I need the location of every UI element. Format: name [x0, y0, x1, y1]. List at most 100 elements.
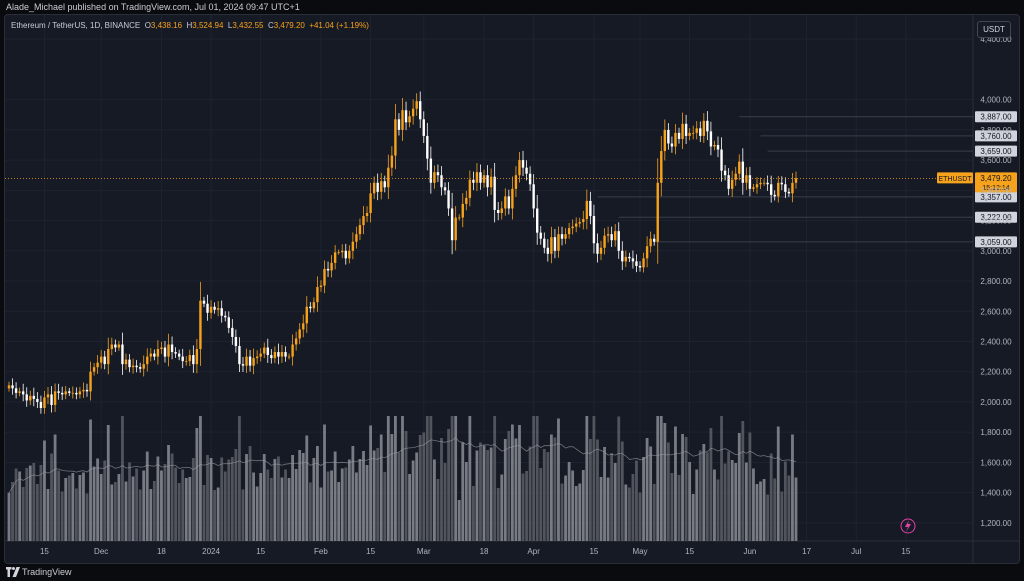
volume-bar: [163, 464, 167, 541]
candle-body: [298, 329, 301, 339]
price-tag-countdown: 15:12:14: [982, 185, 1009, 192]
candle-body: [167, 344, 170, 357]
volume-bar: [564, 475, 567, 541]
candle-body: [404, 110, 408, 123]
x-tick-label: 15: [40, 547, 49, 556]
candle-body: [224, 315, 227, 318]
candle-body: [787, 191, 791, 194]
volume-bar: [734, 463, 738, 541]
volume-bar: [110, 484, 114, 541]
candle-body: [709, 131, 713, 147]
candle-body: [174, 352, 177, 354]
volume-bar: [737, 433, 741, 541]
volume-bar: [128, 462, 131, 541]
candle-body: [362, 216, 365, 226]
candle-body: [660, 151, 663, 183]
candle-body: [557, 234, 560, 251]
candle-body: [135, 365, 138, 368]
candle-body: [75, 392, 78, 395]
candle-body: [156, 349, 160, 357]
candle-body: [138, 367, 142, 369]
candle-body: [220, 308, 223, 316]
candle-body: [36, 398, 39, 402]
legend-symbol: Ethereum / TetherUS, 1D, BINANCE: [11, 21, 141, 30]
price-chart[interactable]: 3,887.00 3,760.00 3,659.00 3,357.00 3,222.00…: [5, 15, 1019, 563]
volume-bar: [716, 479, 720, 541]
volume-bar: [659, 416, 663, 541]
candle-body: [592, 216, 596, 244]
volume-bar: [606, 477, 610, 541]
candle-body: [564, 234, 567, 239]
candle-body: [170, 344, 174, 353]
level-label: 3,059.00: [980, 238, 1012, 247]
volume-bar: [436, 479, 440, 541]
candle-body: [560, 234, 564, 239]
volume-bar: [752, 468, 755, 541]
volume-bar: [96, 458, 100, 541]
volume-bar: [89, 419, 92, 541]
volume-bar: [691, 494, 695, 541]
volume-bar: [486, 450, 489, 541]
candle-body: [539, 232, 542, 239]
volume-bar: [35, 484, 39, 541]
candle-body: [461, 203, 464, 218]
volume-bar: [457, 500, 461, 541]
volume-bar: [347, 459, 351, 541]
volume-bar: [174, 467, 178, 541]
candle-body: [525, 167, 528, 174]
candle-body: [688, 132, 691, 136]
candle-body: [245, 356, 248, 366]
volume-bar: [21, 487, 25, 541]
volume-bar: [145, 451, 149, 541]
candle-body: [50, 394, 53, 405]
legend-change: +41.04 (+1.19%): [309, 21, 369, 30]
candle-body: [741, 161, 745, 183]
candle-body: [312, 302, 316, 309]
candle-body: [78, 391, 82, 395]
legend-low-label: L: [227, 21, 233, 30]
x-tick-label: Mar: [417, 547, 431, 556]
candle-body: [589, 200, 592, 217]
volume-bar: [390, 434, 394, 541]
volume-bar: [539, 468, 543, 541]
candle-body: [238, 346, 241, 365]
level-label: 3,887.00: [980, 113, 1012, 122]
candle-body: [621, 250, 624, 262]
volume-bar: [776, 426, 780, 541]
volume-bar: [106, 425, 110, 541]
candle-body: [383, 181, 386, 188]
candle-body: [333, 252, 337, 263]
volume-bar: [780, 491, 784, 541]
candle-body: [550, 237, 553, 254]
volume-bar: [121, 416, 124, 541]
price-tag: [975, 172, 1017, 193]
candle-body: [777, 182, 780, 197]
candle-body: [762, 182, 766, 184]
volume-bar: [723, 463, 727, 541]
volume-bar: [585, 416, 589, 541]
x-tick-label: 15: [366, 547, 375, 556]
volume-bar: [624, 484, 628, 541]
volume-bar: [581, 470, 585, 541]
candle-body: [206, 303, 209, 313]
volume-bar: [355, 472, 358, 541]
volume-bar: [656, 416, 660, 541]
candle-body: [567, 228, 571, 235]
volume-bar: [376, 448, 380, 541]
volume-bar: [170, 453, 174, 541]
chart-panel[interactable]: 3,887.00 3,760.00 3,659.00 3,357.00 3,222.00…: [4, 14, 1020, 564]
y-tick-label: 1,400.00: [980, 489, 1012, 498]
legend-open-label: O: [144, 21, 151, 30]
candle-body: [738, 161, 741, 174]
volume-bar: [156, 456, 160, 541]
level-label: 3,357.00: [980, 193, 1012, 202]
volume-bar: [248, 446, 252, 541]
candle-body: [578, 222, 581, 224]
symbol-tag: [937, 172, 973, 184]
volume-bar: [312, 458, 316, 541]
volume-bar: [39, 465, 43, 541]
candle-body: [635, 261, 638, 266]
currency-button[interactable]: USDT: [977, 21, 1011, 38]
volume-bar: [571, 470, 575, 541]
candle-body: [259, 353, 262, 357]
